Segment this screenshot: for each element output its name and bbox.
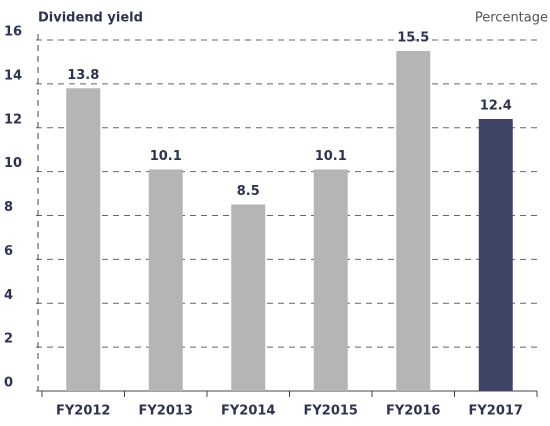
y-tick-label: 0 [4,376,13,391]
bar [231,204,266,391]
x-tick-label: FY2015 [304,404,358,419]
x-tick-label: FY2014 [221,404,275,419]
y-tick-label: 14 [4,68,22,83]
bar [396,50,431,391]
bar [66,88,101,391]
chart-title: Dividend yield [38,11,143,26]
value-label: 10.1 [150,149,182,164]
x-tick-label: FY2016 [386,404,440,419]
y-tick-label: 16 [4,25,22,40]
x-tick-label: FY2017 [469,404,523,419]
value-label: 12.4 [480,98,512,113]
unit-label: Percentage [475,11,548,26]
bar [478,118,513,391]
y-tick-label: 10 [4,156,22,171]
y-tick-label: 2 [4,332,13,347]
y-tick-label: 6 [4,244,13,259]
bar [148,169,183,391]
y-tick-label: 8 [4,200,13,215]
x-tick-label: FY2012 [56,404,110,419]
value-label: 15.5 [397,30,429,45]
bar [313,169,348,391]
value-label: 13.8 [67,68,99,83]
y-tick-label: 4 [4,288,13,303]
x-tick-label: FY2013 [139,404,193,419]
value-label: 8.5 [237,184,260,199]
y-tick-label: 12 [4,112,22,127]
value-label: 10.1 [315,149,347,164]
